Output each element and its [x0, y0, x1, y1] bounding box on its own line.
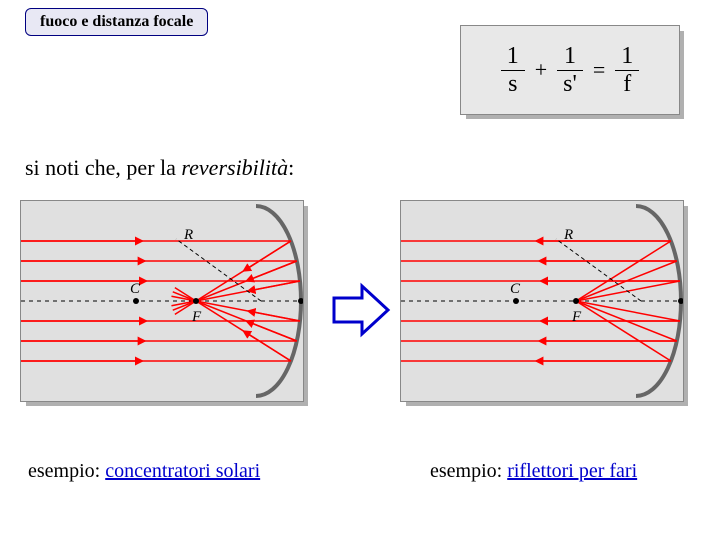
diagram-front: CFOR	[400, 200, 684, 402]
fraction-1: 1 s	[501, 43, 525, 98]
equation-front: 1 s + 1 s' = 1 f	[460, 25, 680, 115]
op-equals: =	[593, 57, 605, 83]
reversibility-sentence: si noti che, per la reversibilità:	[25, 155, 294, 181]
diagram-left: CFOR	[20, 200, 310, 410]
sentence-suffix: :	[288, 155, 294, 180]
reversibility-arrow-icon	[332, 280, 392, 340]
op-plus: +	[535, 57, 547, 83]
caption-right: esempio: riflettori per fari	[430, 460, 637, 483]
frac-den: s'	[557, 71, 583, 98]
diagram-right: CFOR	[400, 200, 690, 410]
frac-den: s	[501, 71, 525, 98]
svg-text:F: F	[191, 309, 202, 325]
frac-den: f	[615, 71, 639, 98]
frac-num: 1	[501, 43, 525, 71]
svg-text:R: R	[183, 227, 193, 243]
equation-box: 1 s + 1 s' = 1 f	[460, 25, 690, 125]
caption-left: esempio: concentratori solari	[28, 460, 260, 483]
svg-text:F: F	[571, 309, 582, 325]
mirror-diagram-incoming: CFOR	[21, 201, 303, 401]
svg-text:C: C	[510, 281, 521, 297]
frac-num: 1	[557, 43, 583, 71]
caption-prefix: esempio:	[28, 460, 105, 482]
svg-text:R: R	[563, 227, 573, 243]
sentence-prefix: si noti che, per la	[25, 155, 181, 180]
title-box: fuoco e distanza focale	[25, 8, 208, 36]
mirror-diagram-outgoing: CFOR	[401, 201, 683, 401]
sentence-emph: reversibilità	[181, 155, 288, 180]
frac-num: 1	[615, 43, 639, 71]
fraction-2: 1 s'	[557, 43, 583, 98]
diagram-front: CFOR	[20, 200, 304, 402]
caption-link[interactable]: concentratori solari	[105, 460, 260, 482]
caption-link[interactable]: riflettori per fari	[507, 460, 637, 482]
svg-text:C: C	[130, 281, 141, 297]
caption-prefix: esempio:	[430, 460, 507, 482]
fraction-3: 1 f	[615, 43, 639, 98]
title-text: fuoco e distanza focale	[40, 13, 193, 30]
